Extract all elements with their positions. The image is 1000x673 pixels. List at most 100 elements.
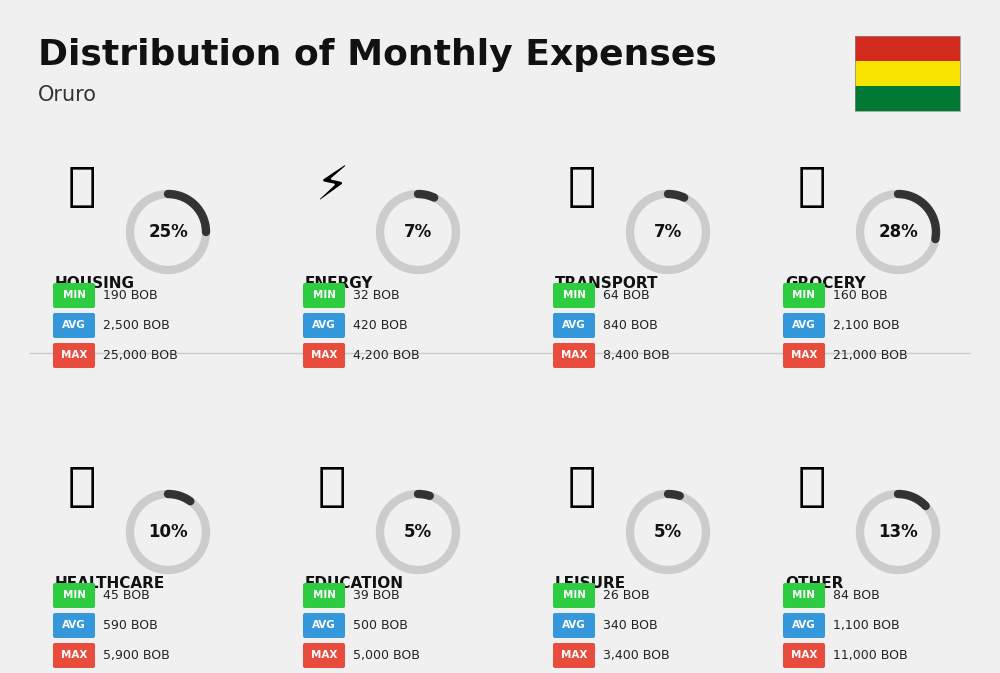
Text: AVG: AVG — [62, 621, 86, 631]
Text: MIN: MIN — [312, 590, 336, 600]
Text: 🛍: 🛍 — [568, 465, 596, 510]
Text: 840 BOB: 840 BOB — [603, 319, 658, 332]
Text: MIN: MIN — [62, 590, 86, 600]
FancyBboxPatch shape — [553, 283, 595, 308]
FancyBboxPatch shape — [783, 583, 825, 608]
Text: AVG: AVG — [792, 320, 816, 330]
Text: TRANSPORT: TRANSPORT — [555, 276, 658, 291]
Text: 🏢: 🏢 — [68, 165, 96, 210]
Text: 190 BOB: 190 BOB — [103, 289, 158, 302]
Text: Oruro: Oruro — [38, 85, 97, 105]
Text: MAX: MAX — [311, 351, 337, 361]
FancyBboxPatch shape — [53, 613, 95, 638]
Text: 21,000 BOB: 21,000 BOB — [833, 349, 908, 362]
Text: 7%: 7% — [654, 223, 682, 241]
Text: 5,900 BOB: 5,900 BOB — [103, 649, 170, 662]
FancyBboxPatch shape — [303, 613, 345, 638]
Text: 💗: 💗 — [68, 465, 96, 510]
Text: 25,000 BOB: 25,000 BOB — [103, 349, 178, 362]
Text: 🛒: 🛒 — [798, 165, 826, 210]
Text: 26 BOB: 26 BOB — [603, 589, 650, 602]
Text: 🚌: 🚌 — [568, 165, 596, 210]
FancyBboxPatch shape — [783, 643, 825, 668]
Text: MAX: MAX — [561, 651, 587, 660]
Text: 64 BOB: 64 BOB — [603, 289, 650, 302]
Text: AVG: AVG — [562, 621, 586, 631]
FancyBboxPatch shape — [303, 283, 345, 308]
FancyBboxPatch shape — [303, 343, 345, 368]
Text: AVG: AVG — [562, 320, 586, 330]
Text: Distribution of Monthly Expenses: Distribution of Monthly Expenses — [38, 38, 717, 72]
Text: 28%: 28% — [878, 223, 918, 241]
Text: ⚡: ⚡ — [315, 165, 349, 210]
Text: MAX: MAX — [791, 651, 817, 660]
Text: EDUCATION: EDUCATION — [305, 576, 404, 591]
FancyBboxPatch shape — [783, 613, 825, 638]
Text: 2,100 BOB: 2,100 BOB — [833, 319, 900, 332]
FancyBboxPatch shape — [303, 313, 345, 338]
Text: 13%: 13% — [878, 523, 918, 541]
Text: MIN: MIN — [312, 291, 336, 301]
FancyBboxPatch shape — [783, 313, 825, 338]
Text: HEALTHCARE: HEALTHCARE — [55, 576, 165, 591]
FancyBboxPatch shape — [783, 343, 825, 368]
Text: 32 BOB: 32 BOB — [353, 289, 400, 302]
Text: 3,400 BOB: 3,400 BOB — [603, 649, 670, 662]
Text: 1,100 BOB: 1,100 BOB — [833, 619, 900, 632]
Text: ENERGY: ENERGY — [305, 276, 374, 291]
Text: 420 BOB: 420 BOB — [353, 319, 408, 332]
Text: 11,000 BOB: 11,000 BOB — [833, 649, 908, 662]
Text: AVG: AVG — [312, 320, 336, 330]
Text: MAX: MAX — [61, 651, 87, 660]
Text: 590 BOB: 590 BOB — [103, 619, 158, 632]
FancyBboxPatch shape — [553, 643, 595, 668]
FancyBboxPatch shape — [303, 643, 345, 668]
Text: GROCERY: GROCERY — [785, 276, 866, 291]
Text: 🎓: 🎓 — [318, 465, 346, 510]
Text: 5%: 5% — [654, 523, 682, 541]
Text: 340 BOB: 340 BOB — [603, 619, 658, 632]
Text: AVG: AVG — [312, 621, 336, 631]
FancyBboxPatch shape — [553, 583, 595, 608]
FancyBboxPatch shape — [53, 643, 95, 668]
Text: 2,500 BOB: 2,500 BOB — [103, 319, 170, 332]
Text: 7%: 7% — [404, 223, 432, 241]
FancyBboxPatch shape — [553, 343, 595, 368]
Text: MIN: MIN — [792, 590, 815, 600]
Text: 4,200 BOB: 4,200 BOB — [353, 349, 420, 362]
Text: OTHER: OTHER — [785, 576, 843, 591]
Text: 39 BOB: 39 BOB — [353, 589, 400, 602]
Text: MIN: MIN — [792, 291, 815, 301]
FancyBboxPatch shape — [303, 583, 345, 608]
FancyBboxPatch shape — [783, 283, 825, 308]
Text: MAX: MAX — [561, 351, 587, 361]
Text: 10%: 10% — [148, 523, 188, 541]
Text: AVG: AVG — [792, 621, 816, 631]
FancyBboxPatch shape — [553, 313, 595, 338]
Text: 25%: 25% — [148, 223, 188, 241]
Text: MAX: MAX — [61, 351, 87, 361]
Text: 84 BOB: 84 BOB — [833, 589, 880, 602]
Text: LEISURE: LEISURE — [555, 576, 626, 591]
Text: 160 BOB: 160 BOB — [833, 289, 888, 302]
Text: 5,000 BOB: 5,000 BOB — [353, 649, 420, 662]
Text: 💰: 💰 — [798, 465, 826, 510]
Text: 5%: 5% — [404, 523, 432, 541]
FancyBboxPatch shape — [53, 283, 95, 308]
Text: AVG: AVG — [62, 320, 86, 330]
Text: MIN: MIN — [562, 291, 586, 301]
Text: MIN: MIN — [62, 291, 86, 301]
Text: HOUSING: HOUSING — [55, 276, 135, 291]
Text: MAX: MAX — [791, 351, 817, 361]
FancyBboxPatch shape — [553, 613, 595, 638]
FancyBboxPatch shape — [53, 313, 95, 338]
FancyBboxPatch shape — [53, 583, 95, 608]
Text: MAX: MAX — [311, 651, 337, 660]
FancyBboxPatch shape — [855, 36, 960, 61]
FancyBboxPatch shape — [855, 61, 960, 86]
Text: 8,400 BOB: 8,400 BOB — [603, 349, 670, 362]
Text: 45 BOB: 45 BOB — [103, 589, 150, 602]
Text: MIN: MIN — [562, 590, 586, 600]
FancyBboxPatch shape — [53, 343, 95, 368]
FancyBboxPatch shape — [855, 86, 960, 111]
